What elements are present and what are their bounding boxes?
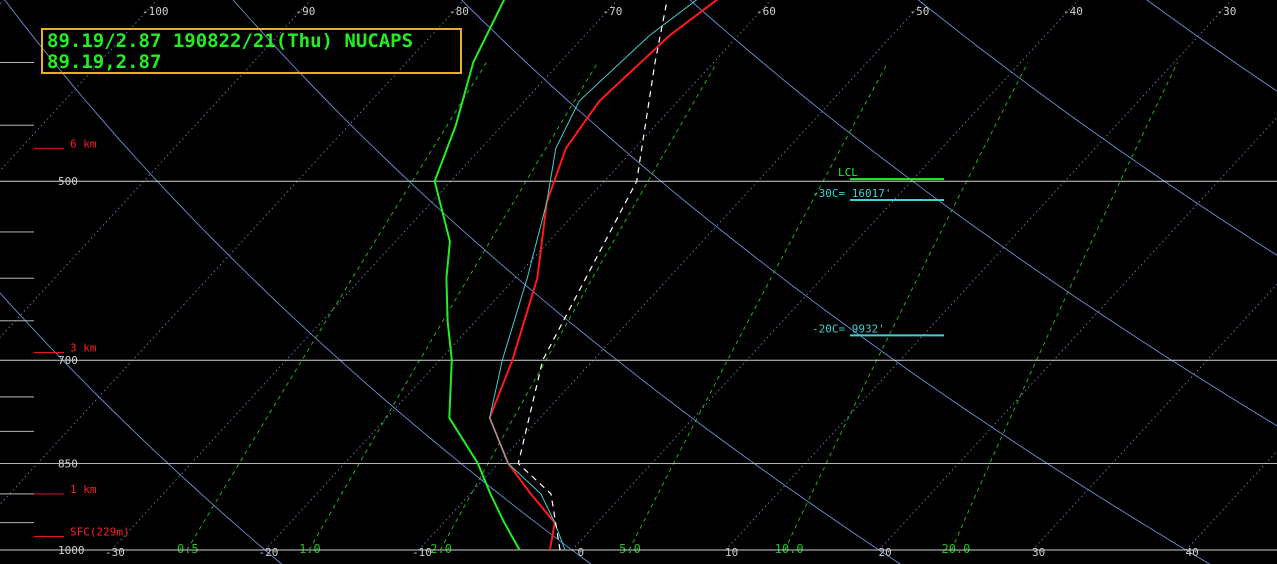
mixing-ratio-label: 1.0 bbox=[299, 542, 321, 556]
isotherm-line bbox=[571, 0, 1079, 551]
isotherm-line bbox=[264, 0, 772, 551]
top-axis-tick: -70 bbox=[603, 5, 623, 18]
level-label: -20C= 9932' bbox=[812, 322, 885, 335]
mixing-ratio-label: 5.0 bbox=[619, 542, 641, 556]
height-label: 6 km bbox=[70, 137, 97, 150]
mixing-ratio-line bbox=[784, 62, 1029, 551]
bottom-axis-tick: 30 bbox=[1032, 546, 1045, 559]
top-axis-tick: -30 bbox=[1217, 5, 1237, 18]
bottom-axis-tick: -10 bbox=[412, 546, 432, 559]
bottom-axis-tick: 10 bbox=[725, 546, 738, 559]
bottom-axis-tick: 20 bbox=[879, 546, 892, 559]
temperature-line bbox=[488, 0, 719, 551]
isotherm-line bbox=[111, 0, 619, 551]
dry-adiabat-line bbox=[460, 0, 1211, 564]
height-label: SFC(229m) bbox=[70, 526, 130, 539]
dry-adiabat-line bbox=[1205, 0, 1277, 564]
isotherm-line bbox=[878, 116, 1277, 551]
dry-adiabat-line bbox=[0, 292, 283, 564]
isotherm-line bbox=[0, 0, 62, 550]
isotherms bbox=[0, 0, 1277, 551]
isotherm-line bbox=[0, 0, 369, 550]
isotherm-line bbox=[0, 0, 523, 550]
sounding-info-box: 89.19/2.87 190822/21(Thu) NUCAPS 89.19,2… bbox=[41, 28, 462, 74]
top-axis-tick: -60 bbox=[756, 5, 776, 18]
pressure-label: 850 bbox=[58, 458, 78, 471]
top-axis-tick: -90 bbox=[296, 5, 316, 18]
top-axis-tick: -40 bbox=[1063, 5, 1083, 18]
top-axis-tick: -100 bbox=[142, 5, 169, 18]
mixing-ratio-label: 0.5 bbox=[177, 542, 199, 556]
bottom-axis-tick: -20 bbox=[259, 546, 279, 559]
isotherm-line bbox=[725, 0, 1233, 551]
mixing-ratio-label: 2.0 bbox=[430, 542, 452, 556]
bottom-axis-tick: 40 bbox=[1186, 546, 1199, 559]
pressure-label: 700 bbox=[58, 354, 78, 367]
mixing-ratio-lines: 0.5 1.0 2.0 5.0 10.0 20.0 bbox=[177, 62, 1178, 556]
level-label: -30C= 16017' bbox=[812, 187, 891, 200]
dry-adiabat-line bbox=[689, 0, 1277, 427]
bottom-axis-tick: -30 bbox=[105, 546, 125, 559]
mixing-ratio-line bbox=[951, 62, 1178, 551]
mixing-ratio-line bbox=[186, 62, 487, 551]
dry-adiabat-line bbox=[4, 0, 592, 564]
mixing-ratio-line bbox=[439, 62, 718, 551]
height-label: 1 km bbox=[70, 483, 97, 496]
mixing-ratio-line bbox=[628, 62, 889, 551]
tick-labels: -100 -90 -80 -70 -60 -50 -40 -30-30 -20 -10 0 10 20 3… bbox=[105, 5, 1236, 559]
bottom-axis-tick: 0 bbox=[578, 546, 585, 559]
dry-adiabat-line bbox=[897, 0, 1277, 564]
level-label: LCL bbox=[838, 166, 858, 179]
info-line-2: 89.19,2.87 bbox=[47, 51, 162, 73]
isotherm-line bbox=[1032, 283, 1277, 551]
dewpoint-line bbox=[433, 0, 521, 551]
dry-adiabat-line bbox=[917, 0, 1277, 256]
pressure-label: 500 bbox=[58, 175, 78, 188]
isotherm-line bbox=[0, 0, 312, 339]
info-line-1: 89.19/2.87 190822/21(Thu) NUCAPS bbox=[47, 30, 414, 52]
pressure-label: 1000 bbox=[58, 544, 85, 557]
height-label: 3 km bbox=[70, 342, 97, 355]
isotherm-line bbox=[1185, 450, 1277, 551]
mixing-ratio-label: 10.0 bbox=[775, 542, 804, 556]
mixing-ratio-line bbox=[308, 62, 599, 551]
sounding-profiles bbox=[433, 0, 719, 551]
top-axis-tick: -50 bbox=[910, 5, 930, 18]
level-markers: LCL -30C= 16017' -20C= 9932' bbox=[812, 166, 944, 337]
dry-adiabat-line bbox=[1051, 0, 1277, 564]
isotherm-line bbox=[0, 0, 5, 5]
isotherm-line bbox=[0, 0, 216, 550]
virtual-temperature-line bbox=[489, 0, 698, 551]
dry-adiabat-line bbox=[589, 0, 1277, 564]
top-axis-tick: -80 bbox=[449, 5, 469, 18]
dry-adiabat-line bbox=[743, 0, 1277, 564]
dry-adiabat-line bbox=[232, 0, 901, 564]
dry-adiabat-line bbox=[1146, 0, 1277, 92]
isotherm-line bbox=[0, 0, 465, 505]
parcel-line bbox=[517, 0, 668, 551]
mixing-ratio-label: 20.0 bbox=[941, 542, 970, 556]
